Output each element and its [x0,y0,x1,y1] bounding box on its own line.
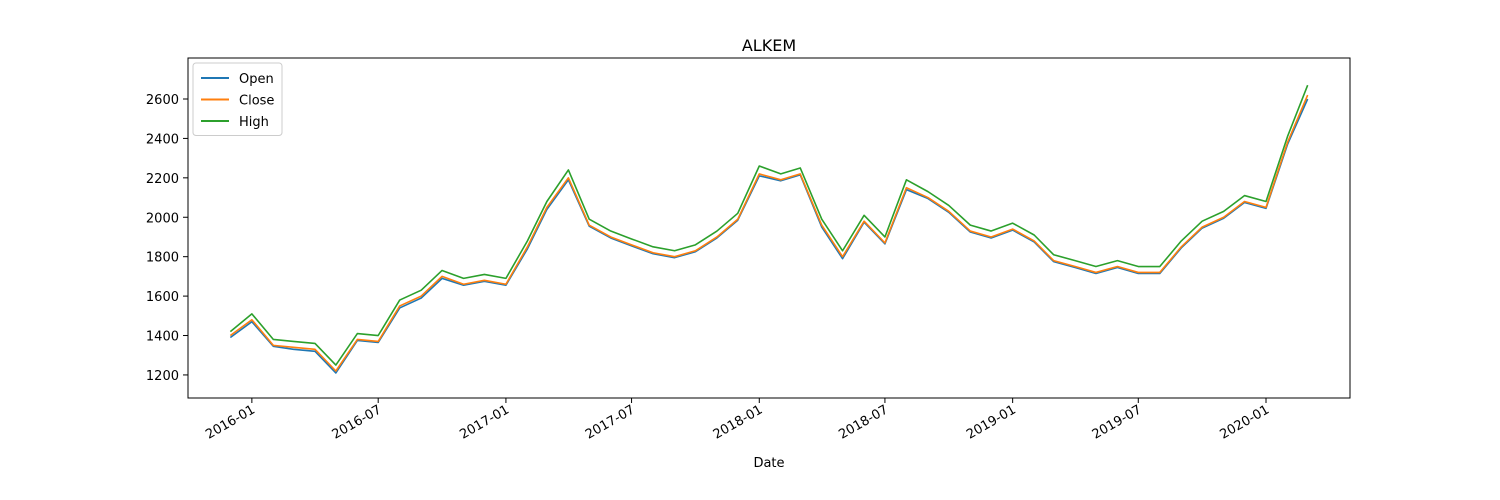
line-series [229,94,1309,372]
legend: Open Close High [192,62,283,136]
legend-label: High [239,115,269,130]
legend-label: Open [239,72,274,87]
y-tick-label: 2600 [146,93,179,108]
y-tick-label: 1400 [146,330,179,345]
y-tick-label: 1600 [146,290,179,305]
x-tick-label: 2018-01 [711,402,766,442]
x-tick-label: 2017-07 [583,402,638,442]
x-tick-label: 2019-01 [964,402,1019,442]
legend-box [192,62,283,136]
plot-frame [187,57,1351,399]
y-tick-label: 1200 [146,369,179,384]
y-tick-label: 2200 [146,172,179,187]
legend-label: Close [239,94,274,109]
x-tick-label: 2019-07 [1090,402,1145,442]
x-axis-label: Date [753,456,784,471]
x-tick-label: 2018-07 [836,402,891,442]
x-tick-label: 2016-07 [330,402,385,442]
chart-title: ALKEM [742,36,796,55]
x-tick-label: 2020-01 [1217,402,1272,442]
y-tick-label: 2000 [146,211,179,226]
x-tick-label: 2017-01 [457,402,512,442]
x-tick-label: 2016-01 [203,402,258,442]
line-series [229,84,1309,366]
y-tick-label: 1800 [146,251,179,266]
line-series [229,98,1309,374]
y-tick-label: 2400 [146,132,179,147]
